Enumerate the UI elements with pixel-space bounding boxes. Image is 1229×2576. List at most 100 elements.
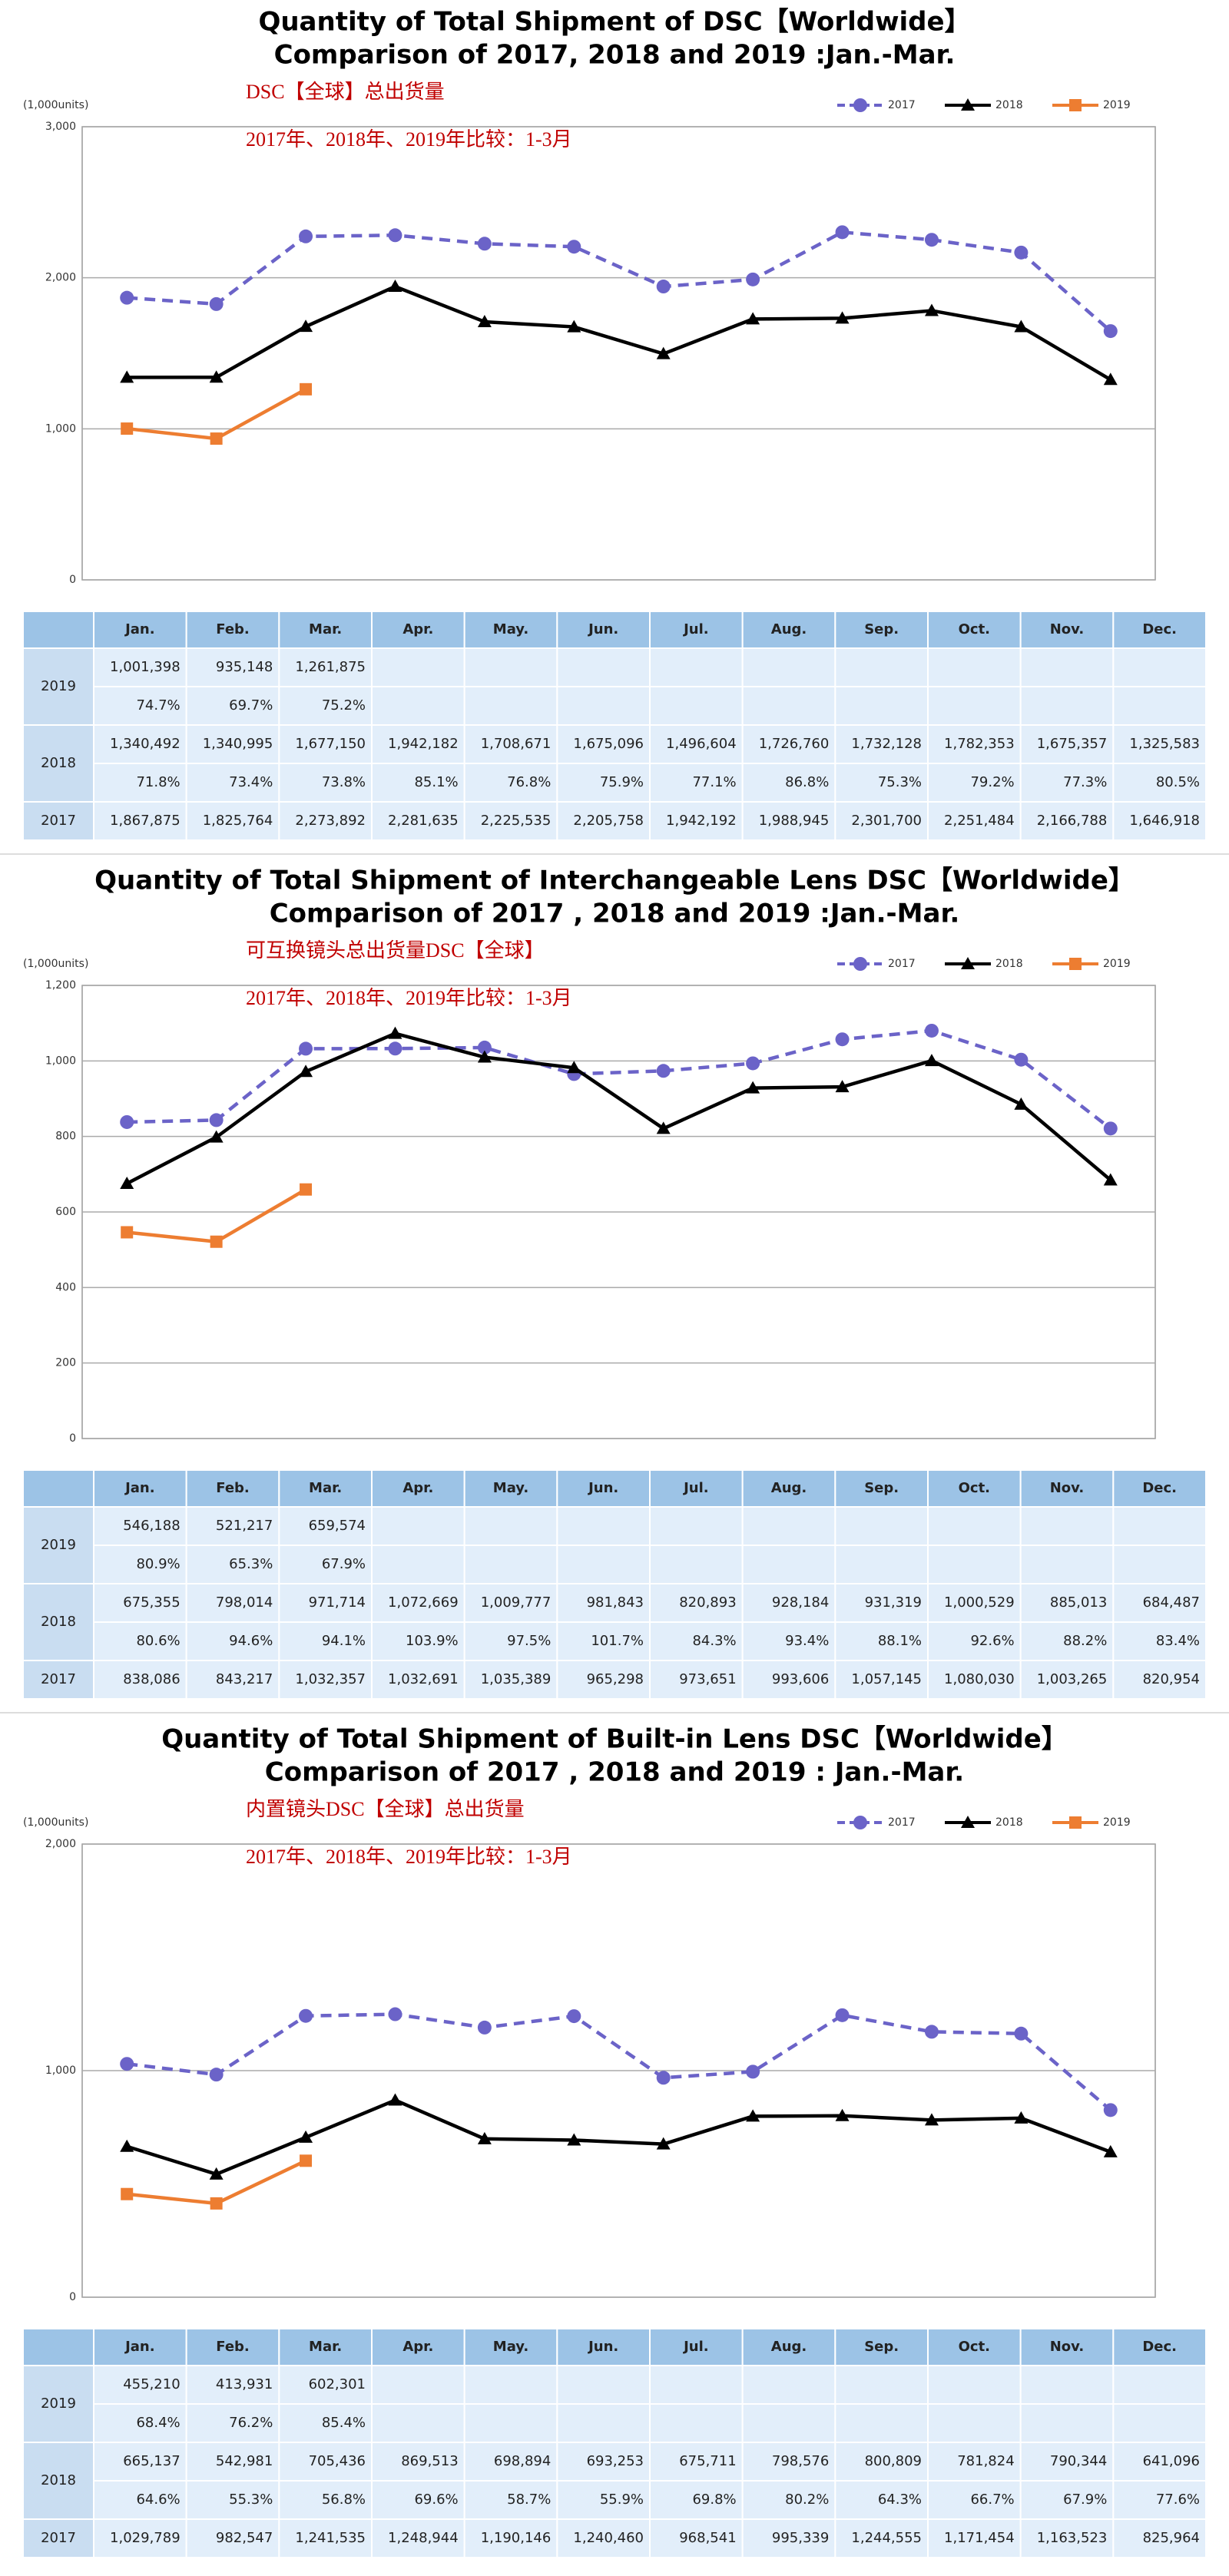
table-cell <box>1112 1545 1207 1584</box>
table-value: 67.9% <box>322 1556 366 1572</box>
table-header: Jan. <box>124 2339 155 2355</box>
table-header: Nov. <box>1050 1480 1085 1496</box>
table-value: 92.6% <box>970 1633 1014 1649</box>
table-cell <box>741 801 836 841</box>
table-header-cell <box>649 611 744 649</box>
legend-marker <box>961 1816 975 1828</box>
marker <box>1014 1097 1029 1110</box>
table-cell <box>463 2365 558 2405</box>
table-cell <box>556 2518 651 2558</box>
table-row-label-bg <box>22 1583 94 1661</box>
table-cell <box>927 2518 1022 2558</box>
table-cell <box>556 1506 651 1546</box>
table-value: 76.8% <box>507 774 551 790</box>
table-header: Feb. <box>216 621 250 637</box>
table-cell <box>463 2442 558 2482</box>
table-value: 2,251,484 <box>944 813 1015 829</box>
table-value: 69.7% <box>229 697 273 714</box>
table-value: 971,714 <box>309 1594 366 1611</box>
table-cell <box>463 1660 558 1700</box>
marker <box>746 1081 760 1094</box>
table-value: 75.3% <box>878 774 922 790</box>
marker <box>209 296 224 311</box>
table-value: 800,809 <box>865 2453 922 2469</box>
table-value: 84.3% <box>692 1633 736 1649</box>
table-value: 76.2% <box>229 2415 273 2431</box>
table-value: 931,319 <box>865 1594 922 1611</box>
chart-title: Quantity of Total Shipment of Interchang… <box>94 866 1135 896</box>
annotation: 2017年、2018年、2019年比较：1-3月 <box>246 987 572 1009</box>
y-tick-label: 2,000 <box>45 1838 76 1850</box>
table-cell <box>649 1506 744 1546</box>
legend-label: 2018 <box>995 1816 1023 1829</box>
y-tick-label: 2,000 <box>45 272 76 284</box>
table-value: 973,651 <box>679 1671 736 1687</box>
table-value: 1,942,192 <box>666 813 737 829</box>
table-cell <box>556 2403 651 2443</box>
table-value: 1,241,535 <box>295 2530 366 2546</box>
table-value: 1,190,146 <box>481 2530 552 2546</box>
table-cell <box>185 724 280 764</box>
marker <box>299 1065 313 1078</box>
table-cell <box>927 2365 1022 2405</box>
marker <box>209 2068 224 2082</box>
table-header: Nov. <box>1050 2339 1085 2355</box>
table-value: 66.7% <box>970 2492 1014 2508</box>
table-header: Nov. <box>1050 621 1085 637</box>
table-cell <box>93 1660 187 1700</box>
table-cell <box>834 647 929 687</box>
table-cell <box>1019 647 1115 687</box>
table-value: 94.1% <box>322 1633 366 1649</box>
legend-marker <box>961 98 975 111</box>
table-cell <box>741 1506 836 1546</box>
series-line <box>127 1028 1112 1131</box>
chart-title: Quantity of Total Shipment of Built-in L… <box>161 1724 1068 1755</box>
y-tick-label: 0 <box>69 574 76 586</box>
table-value: 1,001,398 <box>110 659 181 675</box>
table-cell <box>927 686 1022 726</box>
table-value: 1,867,875 <box>110 813 181 829</box>
table-value: 659,574 <box>309 1518 366 1534</box>
table-value: 521,217 <box>216 1518 273 1534</box>
table-cell <box>1112 1621 1207 1661</box>
table-cell <box>93 647 187 687</box>
marker <box>746 2064 760 2079</box>
table-value: 798,014 <box>216 1594 273 1611</box>
table-value: 88.1% <box>878 1633 922 1649</box>
table-cell <box>93 2403 187 2443</box>
table-header: Sep. <box>864 1480 899 1496</box>
table-cell <box>463 2518 558 2558</box>
table-cell <box>371 2518 465 2558</box>
legend-label: 2017 <box>888 1816 916 1829</box>
table-value: 684,487 <box>1143 1594 1200 1611</box>
table-cell <box>278 2442 373 2482</box>
table-value: 94.6% <box>229 1633 273 1649</box>
table-value: 83.4% <box>1156 1633 1200 1649</box>
table-value: 1,000,529 <box>944 1594 1015 1611</box>
table-cell <box>1019 1660 1115 1700</box>
table-value: 2,273,892 <box>295 813 366 829</box>
marker <box>656 346 671 359</box>
table-value: 64.6% <box>136 2492 180 2508</box>
table-value: 2,225,535 <box>481 813 552 829</box>
table-value: 75.9% <box>600 774 644 790</box>
table-header-cell <box>93 2328 187 2366</box>
table-value: 1,080,030 <box>944 1671 1015 1687</box>
table-header-cell <box>741 2328 836 2366</box>
table-cell <box>834 686 929 726</box>
table-header: Oct. <box>959 621 990 637</box>
table-value: 820,893 <box>679 1594 736 1611</box>
table-cell <box>1112 2518 1207 2558</box>
table-cell <box>1019 2403 1115 2443</box>
table-value: 1,244,555 <box>851 2530 922 2546</box>
table-value: 1,163,523 <box>1037 2530 1108 2546</box>
table-header: May. <box>493 1480 528 1496</box>
legend-label: 2017 <box>888 958 916 970</box>
marker <box>299 2130 313 2143</box>
table-header: May. <box>493 2339 528 2355</box>
marker <box>210 2197 223 2210</box>
table-value: 103.9% <box>406 1633 459 1649</box>
marker <box>299 320 313 333</box>
marker <box>121 422 134 435</box>
